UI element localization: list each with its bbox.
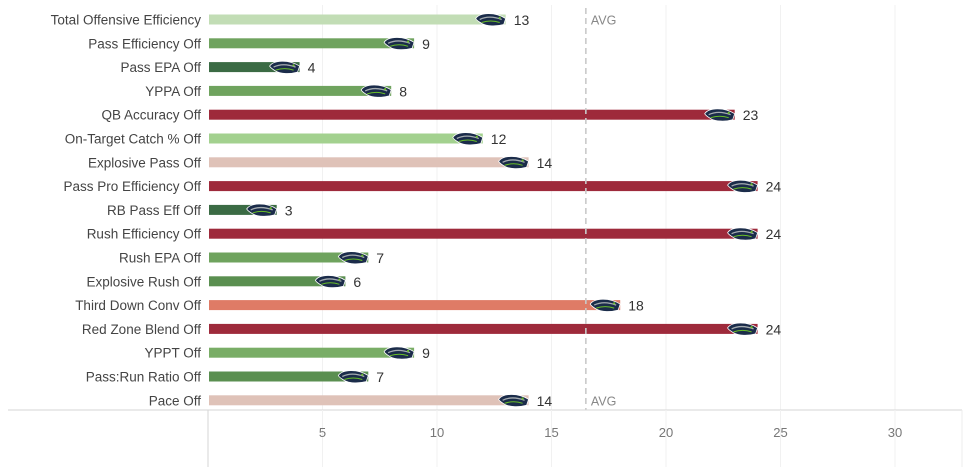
bar (209, 323, 758, 334)
category-label: Red Zone Blend Off (82, 322, 201, 337)
value-label: 18 (628, 298, 644, 314)
bar (209, 204, 277, 215)
value-label: 23 (743, 107, 759, 123)
gridlines (322, 5, 896, 410)
x-axis: 5 10 15 20 25 30 (8, 409, 963, 467)
value-label: 14 (537, 155, 553, 171)
seahawks-logo-icon (498, 394, 530, 408)
avg-label-bottom: AVG (591, 394, 616, 408)
bar (209, 133, 483, 144)
bar (209, 62, 300, 73)
category-label: Pace Off (149, 393, 202, 408)
average-line: AVG AVG (585, 8, 616, 410)
category-label: Explosive Pass Off (88, 155, 201, 170)
category-label: Total Offensive Efficiency (51, 13, 202, 28)
value-label: 24 (766, 321, 782, 337)
bar (209, 181, 758, 192)
seahawks-logo-icon (314, 275, 346, 289)
bar (209, 109, 735, 120)
category-label: On-Target Catch % Off (65, 132, 202, 147)
category-label: RB Pass Eff Off (107, 203, 201, 218)
seahawks-logo-icon (383, 346, 415, 360)
seahawks-logo-icon (452, 132, 484, 146)
value-label: 24 (766, 179, 782, 195)
bar (209, 252, 369, 263)
x-tick-label: 5 (319, 425, 326, 440)
x-tick-label: 15 (544, 425, 558, 440)
bar (209, 300, 621, 311)
category-label: Explosive Rush Off (86, 274, 201, 289)
value-label: 9 (422, 36, 430, 52)
bar (209, 85, 392, 96)
seahawks-logo-icon (727, 179, 759, 193)
value-label: 8 (399, 83, 407, 99)
value-label: 7 (376, 250, 384, 266)
seahawks-logo-icon (383, 37, 415, 51)
value-label: 7 (376, 369, 384, 385)
category-labels: Total Offensive Efficiency Pass Efficienc… (51, 13, 202, 409)
bar (209, 14, 506, 25)
value-label: 6 (353, 274, 361, 290)
seahawks-logo-icon (475, 13, 507, 27)
seahawks-logo-icon (498, 156, 530, 170)
avg-label-top: AVG (591, 14, 616, 28)
x-tick-label: 25 (773, 425, 787, 440)
seahawks-logo-icon (246, 203, 278, 217)
category-label: YPPT Off (144, 346, 201, 361)
seahawks-logo-icon (269, 60, 301, 74)
category-label: Rush Efficiency Off (87, 227, 202, 242)
category-label: QB Accuracy Off (101, 108, 201, 123)
category-label: Pass EPA Off (120, 60, 201, 75)
seahawks-logo-icon (589, 298, 621, 312)
category-label: Pass Efficiency Off (88, 36, 201, 51)
value-label: 4 (308, 60, 316, 76)
bar (209, 371, 369, 382)
bar (209, 228, 758, 239)
value-label: 9 (422, 345, 430, 361)
bar (209, 157, 529, 168)
value-label: 24 (766, 226, 782, 242)
seahawks-logo-icon (360, 84, 392, 98)
value-label: 3 (285, 202, 293, 218)
seahawks-logo-icon (727, 227, 759, 241)
category-label: Third Down Conv Off (75, 298, 201, 313)
seahawks-logo-icon (337, 370, 369, 384)
bar (209, 395, 529, 406)
bar (209, 347, 415, 358)
category-label: Pass:Run Ratio Off (86, 370, 202, 385)
bar (209, 276, 346, 287)
seahawks-logo-icon (727, 322, 759, 336)
value-label: 12 (491, 131, 507, 147)
bar (209, 38, 415, 49)
x-tick-label: 30 (888, 425, 902, 440)
category-label: Rush EPA Off (119, 251, 201, 266)
seahawks-logo-icon (704, 108, 736, 122)
category-label: Pass Pro Efficiency Off (63, 179, 201, 194)
seahawks-logo-icon (337, 251, 369, 265)
x-tick-label: 20 (659, 425, 673, 440)
category-label: YPPA Off (145, 84, 201, 99)
value-label: 14 (537, 393, 553, 409)
value-label: 13 (514, 12, 530, 28)
x-tick-label: 10 (430, 425, 444, 440)
